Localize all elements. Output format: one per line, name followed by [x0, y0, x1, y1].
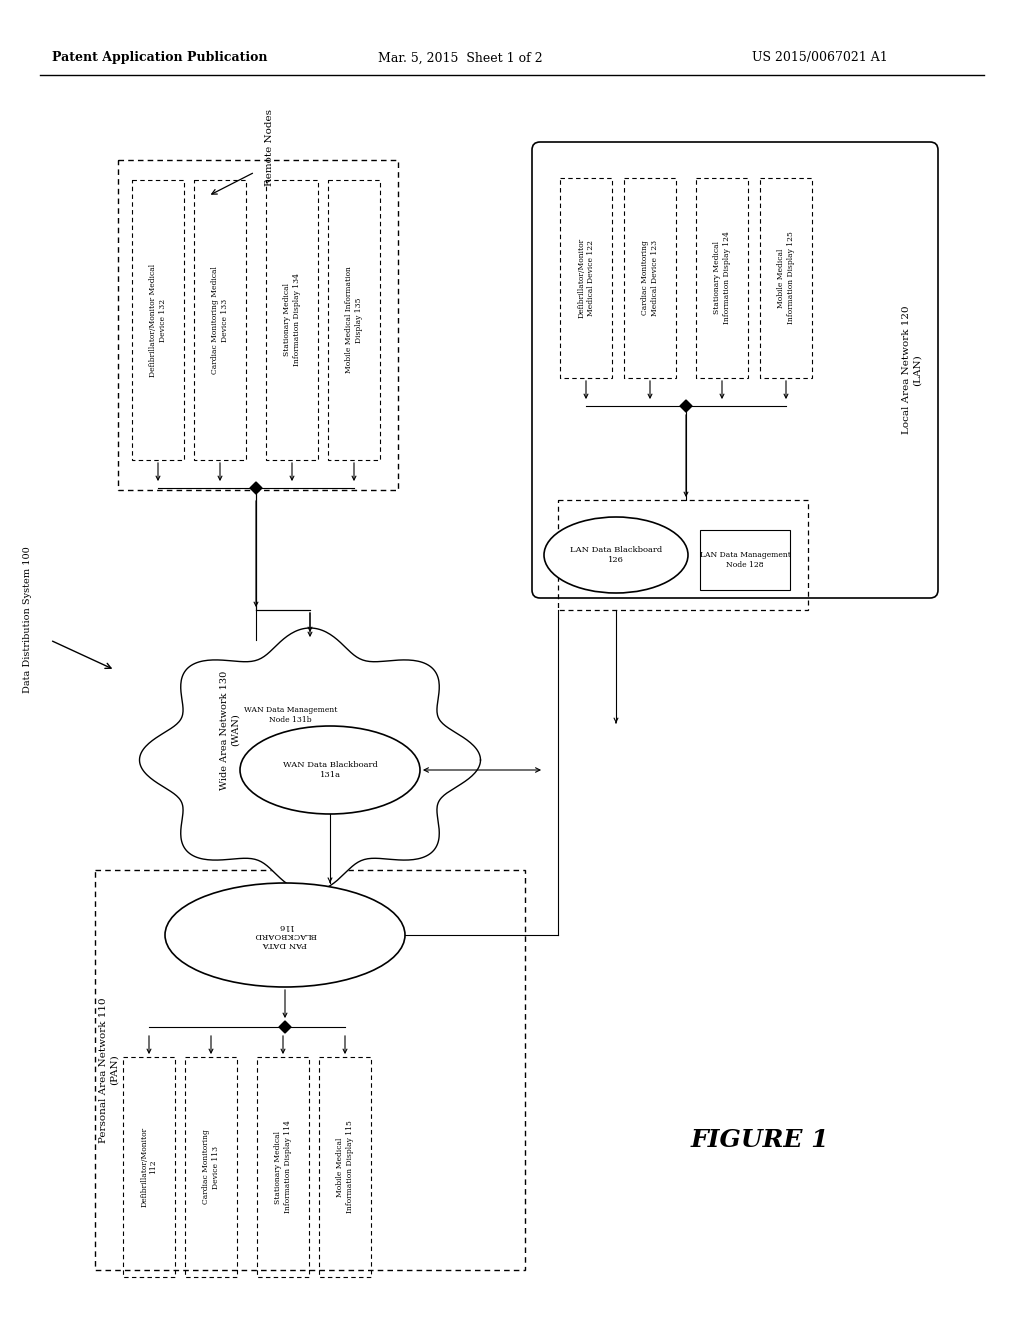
Polygon shape — [279, 1020, 291, 1034]
Text: LAN Data Blackboard
126: LAN Data Blackboard 126 — [570, 546, 663, 564]
Text: FIGURE 1: FIGURE 1 — [691, 1129, 829, 1152]
Bar — [319, 1057, 371, 1276]
Polygon shape — [139, 628, 480, 892]
Bar — [624, 178, 676, 378]
Bar — [328, 180, 380, 459]
Text: Wide Area Network 130
(WAN): Wide Area Network 130 (WAN) — [220, 671, 240, 789]
Text: LAN Data Management
Node 128: LAN Data Management Node 128 — [699, 552, 791, 569]
Text: Defibrillator/Monitor
112: Defibrillator/Monitor 112 — [140, 1127, 158, 1206]
Polygon shape — [250, 482, 262, 494]
Text: Stationary Medical
Information Display 124: Stationary Medical Information Display 1… — [714, 231, 730, 325]
Text: Stationary Medical
Information Display 134: Stationary Medical Information Display 1… — [284, 273, 301, 367]
Bar — [558, 500, 808, 610]
Text: Personal Area Network 110
(PAN): Personal Area Network 110 (PAN) — [99, 997, 119, 1143]
Bar — [185, 1057, 237, 1276]
Bar — [760, 178, 812, 378]
Text: Data Distribution System 100: Data Distribution System 100 — [24, 546, 33, 693]
Bar — [257, 1057, 309, 1276]
Text: Stationary Medical
Information Display 114: Stationary Medical Information Display 1… — [274, 1121, 292, 1213]
Text: PAN DATA
BLACKBOARD
116: PAN DATA BLACKBOARD 116 — [254, 921, 316, 948]
Text: Defibrillator/Monitor
Medical Device 122: Defibrillator/Monitor Medical Device 122 — [578, 238, 595, 318]
Text: US 2015/0067021 A1: US 2015/0067021 A1 — [752, 51, 888, 65]
Bar — [696, 178, 748, 378]
Bar — [194, 180, 246, 459]
Text: Cardiac Monitoring Medical
Device 133: Cardiac Monitoring Medical Device 133 — [211, 267, 228, 374]
Text: WAN Data Blackboard
131a: WAN Data Blackboard 131a — [283, 762, 378, 779]
Text: Cardiac Monitoring
Device 113: Cardiac Monitoring Device 113 — [203, 1130, 219, 1204]
Text: Defibrillator/Monitor Medical
Device 132: Defibrillator/Monitor Medical Device 132 — [150, 264, 167, 376]
Text: Patent Application Publication: Patent Application Publication — [52, 51, 267, 65]
Text: WAN Data Management
Node 131b: WAN Data Management Node 131b — [244, 706, 337, 723]
Ellipse shape — [165, 883, 406, 987]
Text: Mobile Medical Information
Display 135: Mobile Medical Information Display 135 — [345, 267, 362, 374]
Bar — [123, 1057, 175, 1276]
Text: Mobile Medical
Information Display 115: Mobile Medical Information Display 115 — [337, 1121, 353, 1213]
Bar — [118, 160, 398, 490]
Bar — [238, 680, 343, 750]
Text: Remote Nodes: Remote Nodes — [265, 110, 274, 186]
Bar — [95, 870, 525, 1270]
Polygon shape — [680, 400, 692, 412]
Text: Cardiac Monitoring
Medical Device 123: Cardiac Monitoring Medical Device 123 — [641, 240, 658, 315]
Bar — [266, 180, 318, 459]
Bar — [132, 180, 184, 459]
Ellipse shape — [240, 726, 420, 814]
Text: Mobile Medical
Information Display 125: Mobile Medical Information Display 125 — [777, 231, 795, 325]
Text: Mar. 5, 2015  Sheet 1 of 2: Mar. 5, 2015 Sheet 1 of 2 — [378, 51, 543, 65]
Bar — [560, 178, 612, 378]
Text: Local Area Network 120
(LAN): Local Area Network 120 (LAN) — [902, 306, 922, 434]
Ellipse shape — [544, 517, 688, 593]
Bar — [700, 531, 790, 590]
